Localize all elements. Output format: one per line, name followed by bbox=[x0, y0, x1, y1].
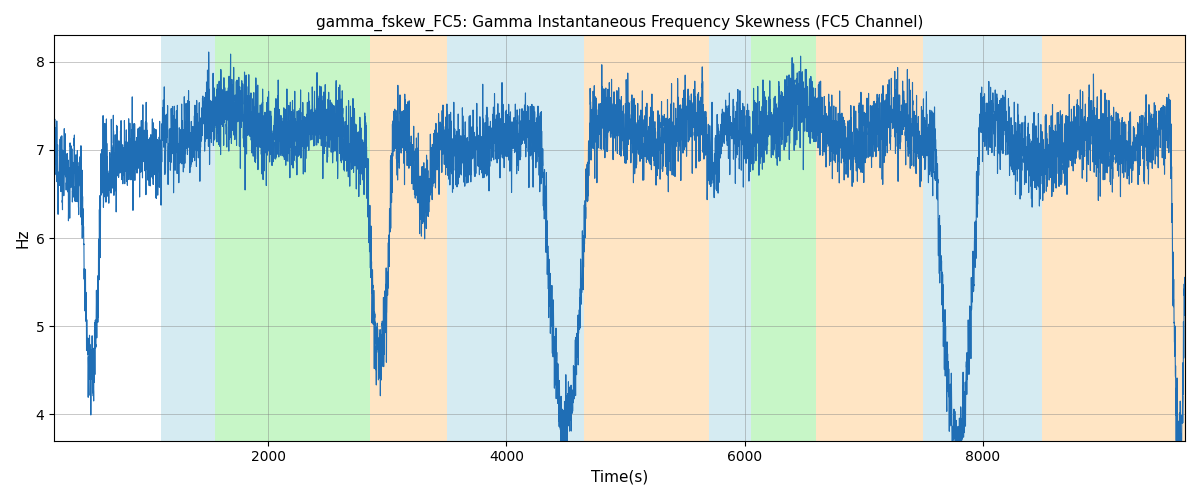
X-axis label: Time(s): Time(s) bbox=[590, 470, 648, 485]
Y-axis label: Hz: Hz bbox=[16, 228, 30, 248]
Title: gamma_fskew_FC5: Gamma Instantaneous Frequency Skewness (FC5 Channel): gamma_fskew_FC5: Gamma Instantaneous Fre… bbox=[316, 15, 923, 31]
Bar bbox=[709, 36, 750, 440]
Bar bbox=[446, 36, 584, 440]
Bar bbox=[215, 36, 370, 440]
Bar bbox=[923, 36, 1042, 440]
Bar bbox=[1042, 36, 1186, 440]
Bar bbox=[816, 36, 923, 440]
Bar bbox=[370, 36, 446, 440]
Bar bbox=[584, 36, 709, 440]
Bar bbox=[750, 36, 816, 440]
Bar bbox=[161, 36, 215, 440]
